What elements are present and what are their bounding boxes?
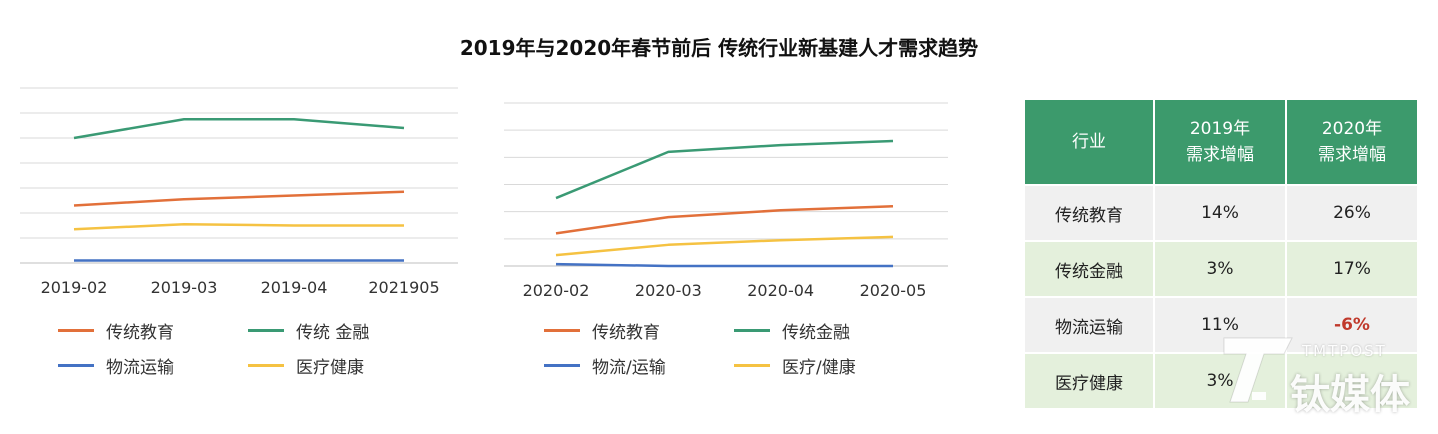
series-line [555,262,893,268]
legend-label: 医疗/健康 [782,358,856,378]
legend-item: 传统教育 [544,318,734,343]
table-header-row: 行业 2019年 需求增幅 2020年 需求增幅 [1023,98,1419,186]
legend-label: 物流运输 [106,358,174,378]
watermark-cn: 钛媒体 [1290,372,1410,418]
cell-2019-growth: 3% [1153,240,1287,298]
x-tick-label: 2019-02 [41,278,108,297]
legend-label: 医疗健康 [296,358,364,378]
legend-label: 传统金融 [782,323,850,343]
legend-swatch [248,364,284,367]
cell-industry: 传统金融 [1023,240,1155,298]
legend-item: 医疗/健康 [734,353,924,378]
x-tick-label: 2021905 [368,278,439,297]
cell-2020-growth: 26% [1285,184,1419,242]
table-row: 物流运输 11% -6% [1023,296,1419,354]
table-row: 传统金融 3% 17% [1023,240,1419,298]
x-tick-label: 2019-03 [151,278,218,297]
x-tick-label: 2019-04 [261,278,328,297]
legend-item: 传统金融 [734,318,924,343]
tmtpost-logo-icon [1223,337,1293,403]
legend-swatch [248,329,284,332]
header-2019-year: 2019年 [1189,119,1251,139]
cell-industry: 传统教育 [1023,184,1155,242]
series-line [555,204,894,235]
legend-label: 传统教育 [106,323,174,343]
chart-title: 2019年与2020年春节前后 传统行业新基建人才需求趋势 [459,36,979,60]
series-line [73,118,405,140]
cell-2019-growth: 14% [1153,184,1287,242]
legend-2019: 传统教育 传统 金融 物流运输 医疗健康 [58,318,438,378]
header-2019-label: 需求增幅 [1186,145,1254,165]
legend-label: 传统 金融 [296,323,370,343]
x-tick-label: 2020-02 [523,281,590,300]
watermark-en: TMTPOST [1302,342,1387,360]
cell-industry: 医疗健康 [1023,352,1155,410]
series-line [555,235,894,257]
x-tick-label: 2020-05 [860,281,927,300]
legend-swatch [734,329,770,332]
demand-growth-table: 行业 2019年 需求增幅 2020年 需求增幅 传统教育 14% 26% 传统金融 3… [1023,98,1419,410]
header-2020: 2020年 需求增幅 [1285,98,1419,186]
cell-industry: 物流运输 [1023,296,1155,354]
legend-item: 传统 金融 [248,318,438,343]
legend-item: 传统教育 [58,318,248,343]
legend-swatch [58,364,94,367]
legend-swatch [58,329,94,332]
cell-2020-growth: -6% [1285,296,1419,354]
legend-label: 传统教育 [592,323,660,343]
cell-2019-growth: 11% [1153,296,1287,354]
legend-item: 物流运输 [58,353,248,378]
legend-item: 物流/运输 [544,353,734,378]
legend-label: 物流/运输 [592,358,666,378]
header-2020-label: 需求增幅 [1318,145,1386,165]
table-row: 传统教育 14% 26% [1023,184,1419,242]
series-line [73,223,404,231]
header-2020-year: 2020年 [1321,119,1383,139]
legend-swatch [544,364,580,367]
x-tick-label: 2020-04 [747,281,814,300]
header-industry: 行业 [1023,98,1155,186]
series-line [73,190,405,207]
x-tick-label: 2020-03 [635,281,702,300]
legend-swatch [734,364,770,367]
legend-swatch [544,329,580,332]
table-row: 医疗健康 3% [1023,352,1419,410]
cell-2020-growth: 17% [1285,240,1419,298]
legend-2020: 传统教育 传统金融 物流/运输 医疗/健康 [544,318,924,378]
header-2019: 2019年 需求增幅 [1153,98,1287,186]
series-line [555,139,894,200]
legend-item: 医疗健康 [248,353,438,378]
cell-2020-growth [1285,352,1419,410]
